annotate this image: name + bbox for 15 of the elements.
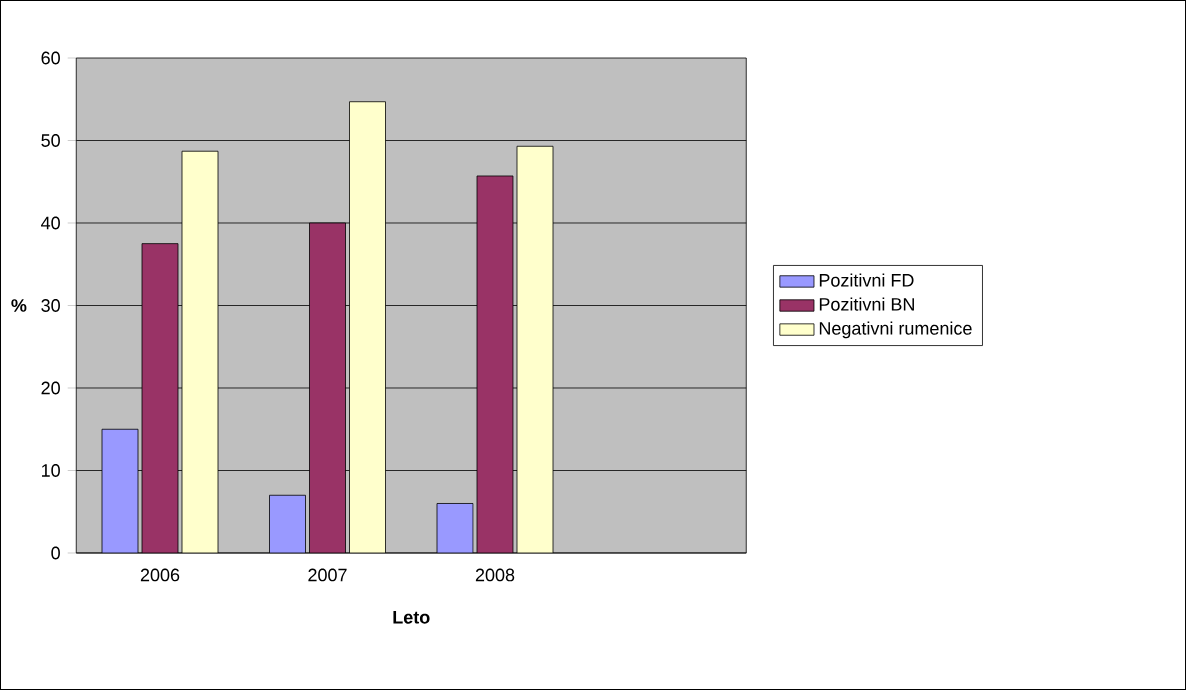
y-axis-title: % (11, 299, 27, 312)
x-tick-label: 2006 (140, 568, 180, 582)
legend-label: Pozitivni BN (819, 297, 914, 311)
legend-label: Pozitivni FD (819, 273, 914, 287)
y-tick-label: 10 (42, 464, 60, 477)
y-tick-label: 60 (41, 51, 60, 65)
y-tick-label: 50 (41, 134, 60, 147)
y-tick-label: 40 (41, 216, 60, 230)
y-tick-label: 0 (51, 546, 60, 560)
legend-label: Negativni rumenice (819, 321, 972, 339)
x-axis-title: Leto (393, 611, 430, 624)
x-tick-label: 2008 (475, 568, 515, 582)
y-tick-label: 20 (41, 381, 60, 395)
x-tick-label: 2007 (308, 568, 347, 582)
y-tick-label: 30 (41, 299, 60, 312)
